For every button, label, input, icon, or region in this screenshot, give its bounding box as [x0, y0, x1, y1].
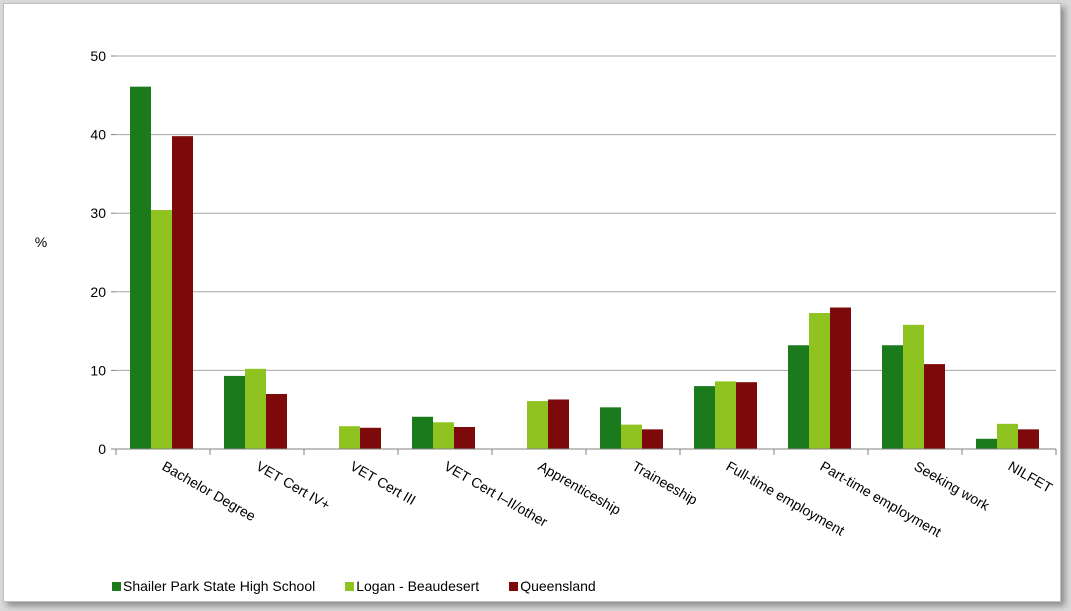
x-tick-label: Seeking work	[912, 458, 994, 514]
bar	[736, 382, 757, 449]
bar	[172, 136, 193, 449]
bar	[339, 426, 360, 449]
legend: Shailer Park State High School Logan - Be…	[112, 578, 626, 594]
legend-label: Queensland	[520, 578, 596, 594]
chart-frame: 0 10 20 30 40 50% Bachelor Degree VET Cert IV+ V…	[3, 3, 1061, 602]
x-tick-label: VET Cert I–II/other	[442, 458, 551, 530]
bar	[527, 401, 548, 449]
legend-label: Shailer Park State High School	[123, 578, 316, 594]
y-tick-label: 20	[90, 284, 106, 300]
legend-swatch	[112, 581, 121, 591]
x-tick-label: NILFET	[1006, 458, 1056, 496]
bar	[976, 438, 997, 449]
x-tick-label: Traineeship	[630, 458, 701, 508]
bar	[433, 422, 454, 449]
y-tick-label: 30	[90, 205, 106, 221]
bar	[809, 313, 830, 449]
bar	[642, 429, 663, 449]
bar	[600, 407, 621, 449]
bar	[621, 424, 642, 449]
bar	[903, 324, 924, 449]
x-tick-label: VET Cert IV+	[254, 458, 334, 513]
x-tick-label: Apprenticeship	[536, 458, 624, 518]
bar	[882, 345, 903, 449]
y-tick-label: 40	[90, 127, 106, 143]
bar	[224, 375, 245, 449]
bar	[830, 307, 851, 449]
bar	[360, 427, 381, 449]
y-tick-label: 0	[98, 441, 106, 457]
legend-item: Queensland	[509, 578, 596, 594]
bar	[715, 381, 736, 449]
bar	[997, 423, 1018, 449]
bar	[245, 368, 266, 449]
bar	[266, 393, 287, 449]
bar	[548, 399, 569, 449]
legend-item: Shailer Park State High School	[112, 578, 315, 594]
bar	[694, 386, 715, 449]
bar	[454, 426, 475, 449]
legend-label: Logan - Beaudesert	[356, 578, 480, 594]
legend-swatch	[345, 581, 355, 591]
bar	[924, 364, 945, 449]
x-tick-label: Bachelor Degree	[160, 458, 259, 524]
y-tick-label: 10	[90, 362, 106, 378]
y-axis-label: %	[35, 234, 47, 250]
bar	[1018, 429, 1039, 449]
bar	[412, 416, 433, 449]
y-tick-label: 50	[90, 48, 106, 64]
bar	[130, 86, 151, 450]
bar	[788, 345, 809, 449]
legend-swatch	[509, 581, 519, 591]
legend-item: Logan - Beaudesert	[345, 578, 479, 594]
bar	[151, 210, 172, 449]
x-tick-label: VET Cert III	[348, 458, 419, 508]
